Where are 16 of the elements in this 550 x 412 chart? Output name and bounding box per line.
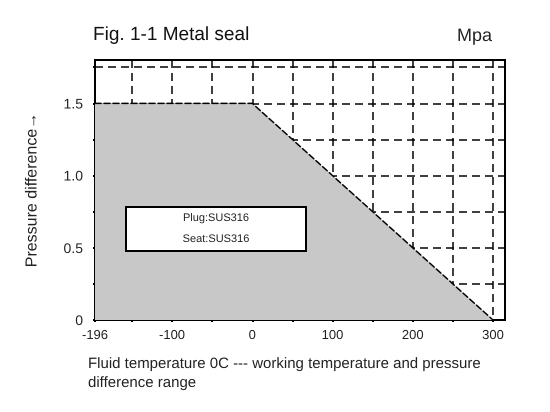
x-tick-label: 200: [402, 327, 424, 342]
y-tick-label: 0.5: [64, 240, 84, 256]
x-tick-label: 0: [248, 327, 256, 342]
y-tick-label: 0: [75, 312, 84, 328]
y-axis-title: Pressure difference→: [24, 112, 40, 268]
annotation: Plug:SUS316 Seat:SUS316: [182, 211, 250, 247]
x-tick-label: 300: [482, 327, 504, 342]
x-tick-label: -196: [82, 327, 108, 342]
x-tick-label: -100: [159, 327, 186, 342]
text: Mpa: [456, 25, 493, 45]
x-tick-label: 100: [322, 327, 344, 342]
chart-title: Fig. 1-1 Metal seal: [93, 24, 250, 45]
y-tick-label: 1.0: [64, 168, 84, 184]
note-box: Plug:SUS316 Seat:SUS316: [125, 206, 307, 252]
y-tick-label: 1.5: [64, 95, 84, 112]
x-axis-title: Fluid temperature 0C --- working temperature and pressure difference range: [88, 355, 485, 391]
